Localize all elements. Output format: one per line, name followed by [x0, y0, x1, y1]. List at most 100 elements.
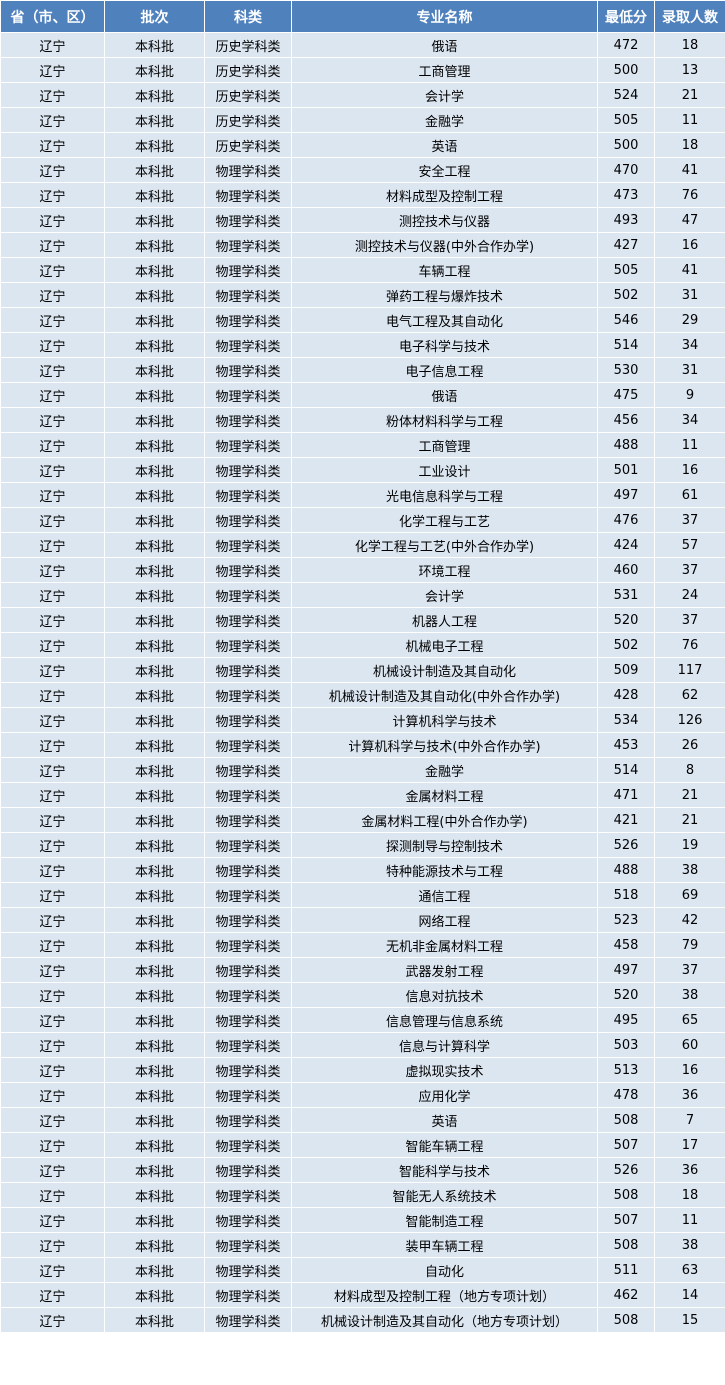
- cell-admitted: 18: [654, 1182, 725, 1208]
- cell-category: 物理学科类: [204, 1282, 292, 1308]
- cell-admitted: 21: [654, 82, 725, 108]
- cell-category: 物理学科类: [204, 582, 292, 608]
- cell-category: 物理学科类: [204, 1157, 292, 1183]
- cell-category: 物理学科类: [204, 707, 292, 733]
- table-row: 辽宁 本科批 物理学科类 会计学 531 24: [0, 582, 725, 608]
- table-row: 辽宁 本科批 物理学科类 信息与计算科学 503 60: [0, 1032, 725, 1058]
- header-row: 省（市、区） 批次 科类 专业名称 最低分 录取人数: [0, 0, 725, 33]
- cell-province: 辽宁: [0, 1132, 105, 1158]
- cell-min-score: 508: [597, 1232, 655, 1258]
- cell-category: 物理学科类: [204, 1232, 292, 1258]
- cell-category: 物理学科类: [204, 257, 292, 283]
- cell-category: 物理学科类: [204, 907, 292, 933]
- table-row: 辽宁 本科批 物理学科类 金融学 514 8: [0, 757, 725, 783]
- cell-batch: 本科批: [104, 482, 205, 508]
- cell-category: 物理学科类: [204, 282, 292, 308]
- cell-batch: 本科批: [104, 132, 205, 158]
- cell-admitted: 65: [654, 1007, 725, 1033]
- table-row: 辽宁 本科批 物理学科类 应用化学 478 36: [0, 1082, 725, 1108]
- table-row: 辽宁 本科批 物理学科类 特种能源技术与工程 488 38: [0, 857, 725, 883]
- header-batch: 批次: [104, 0, 205, 33]
- table-row: 辽宁 本科批 物理学科类 装甲车辆工程 508 38: [0, 1232, 725, 1258]
- cell-batch: 本科批: [104, 707, 205, 733]
- cell-admitted: 63: [654, 1257, 725, 1283]
- cell-major: 工商管理: [291, 57, 598, 83]
- cell-min-score: 495: [597, 1007, 655, 1033]
- cell-batch: 本科批: [104, 107, 205, 133]
- cell-batch: 本科批: [104, 232, 205, 258]
- cell-batch: 本科批: [104, 807, 205, 833]
- cell-province: 辽宁: [0, 1282, 105, 1308]
- cell-batch: 本科批: [104, 557, 205, 583]
- cell-major: 无机非金属材料工程: [291, 932, 598, 958]
- cell-min-score: 524: [597, 82, 655, 108]
- cell-province: 辽宁: [0, 832, 105, 858]
- cell-province: 辽宁: [0, 357, 105, 383]
- cell-province: 辽宁: [0, 807, 105, 833]
- cell-admitted: 17: [654, 1132, 725, 1158]
- cell-province: 辽宁: [0, 1157, 105, 1183]
- cell-batch: 本科批: [104, 632, 205, 658]
- table-row: 辽宁 本科批 物理学科类 工商管理 488 11: [0, 432, 725, 458]
- cell-admitted: 15: [654, 1307, 725, 1333]
- cell-category: 物理学科类: [204, 832, 292, 858]
- cell-major: 金融学: [291, 757, 598, 783]
- cell-category: 物理学科类: [204, 232, 292, 258]
- cell-admitted: 18: [654, 32, 725, 58]
- cell-admitted: 47: [654, 207, 725, 233]
- cell-category: 物理学科类: [204, 732, 292, 758]
- header-major: 专业名称: [291, 0, 598, 33]
- table-row: 辽宁 本科批 物理学科类 虚拟现实技术 513 16: [0, 1057, 725, 1083]
- cell-batch: 本科批: [104, 932, 205, 958]
- cell-batch: 本科批: [104, 382, 205, 408]
- cell-major: 探测制导与控制技术: [291, 832, 598, 858]
- cell-category: 物理学科类: [204, 182, 292, 208]
- cell-category: 物理学科类: [204, 357, 292, 383]
- cell-admitted: 24: [654, 582, 725, 608]
- cell-major: 英语: [291, 132, 598, 158]
- cell-category: 物理学科类: [204, 607, 292, 633]
- cell-min-score: 453: [597, 732, 655, 758]
- cell-category: 物理学科类: [204, 657, 292, 683]
- cell-category: 物理学科类: [204, 382, 292, 408]
- cell-batch: 本科批: [104, 1082, 205, 1108]
- cell-admitted: 11: [654, 1207, 725, 1233]
- table-row: 辽宁 本科批 物理学科类 电子科学与技术 514 34: [0, 332, 725, 358]
- cell-batch: 本科批: [104, 1257, 205, 1283]
- cell-category: 物理学科类: [204, 1057, 292, 1083]
- cell-major: 化学工程与工艺(中外合作办学): [291, 532, 598, 558]
- table-row: 辽宁 本科批 物理学科类 信息对抗技术 520 38: [0, 982, 725, 1008]
- cell-major: 工商管理: [291, 432, 598, 458]
- cell-category: 物理学科类: [204, 932, 292, 958]
- cell-province: 辽宁: [0, 732, 105, 758]
- cell-province: 辽宁: [0, 307, 105, 333]
- cell-admitted: 60: [654, 1032, 725, 1058]
- cell-min-score: 478: [597, 1082, 655, 1108]
- cell-province: 辽宁: [0, 82, 105, 108]
- cell-category: 物理学科类: [204, 457, 292, 483]
- cell-admitted: 14: [654, 1282, 725, 1308]
- table-row: 辽宁 本科批 物理学科类 机械设计制造及其自动化(中外合作办学) 428 62: [0, 682, 725, 708]
- cell-min-score: 472: [597, 32, 655, 58]
- cell-major: 信息管理与信息系统: [291, 1007, 598, 1033]
- table-row: 辽宁 本科批 物理学科类 机械设计制造及其自动化（地方专项计划） 508 15: [0, 1307, 725, 1333]
- cell-batch: 本科批: [104, 257, 205, 283]
- cell-min-score: 505: [597, 107, 655, 133]
- cell-category: 物理学科类: [204, 1257, 292, 1283]
- cell-min-score: 488: [597, 857, 655, 883]
- cell-province: 辽宁: [0, 782, 105, 808]
- cell-major: 金属材料工程(中外合作办学): [291, 807, 598, 833]
- cell-province: 辽宁: [0, 332, 105, 358]
- cell-min-score: 500: [597, 57, 655, 83]
- table-row: 辽宁 本科批 物理学科类 粉体材料科学与工程 456 34: [0, 407, 725, 433]
- cell-major: 智能车辆工程: [291, 1132, 598, 1158]
- cell-admitted: 36: [654, 1157, 725, 1183]
- cell-category: 物理学科类: [204, 1082, 292, 1108]
- cell-province: 辽宁: [0, 257, 105, 283]
- cell-batch: 本科批: [104, 1182, 205, 1208]
- cell-min-score: 514: [597, 757, 655, 783]
- cell-major: 金融学: [291, 107, 598, 133]
- table-row: 辽宁 本科批 物理学科类 化学工程与工艺 476 37: [0, 507, 725, 533]
- cell-province: 辽宁: [0, 1057, 105, 1083]
- cell-batch: 本科批: [104, 682, 205, 708]
